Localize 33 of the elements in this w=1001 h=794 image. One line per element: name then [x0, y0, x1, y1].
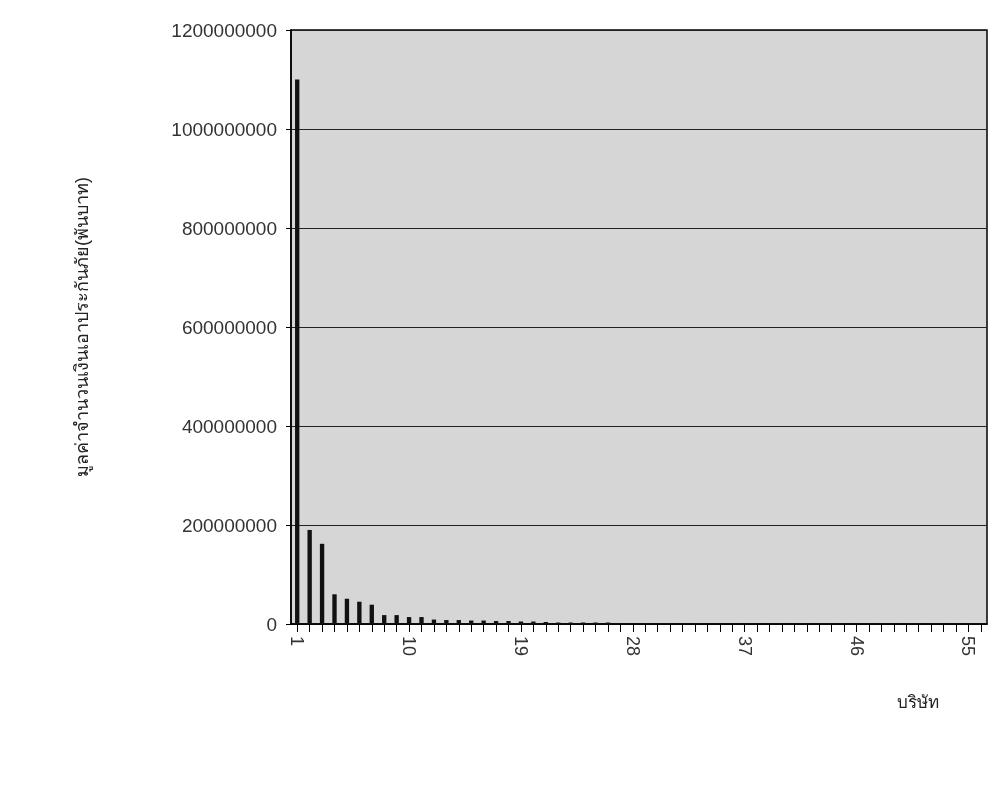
y-tick-label: 1200000000	[171, 19, 277, 41]
x-tick-label: 37	[734, 636, 755, 657]
bar	[369, 604, 374, 624]
bar	[419, 617, 424, 624]
x-tick-label: 55	[958, 636, 979, 657]
x-axis-title: บริษัท	[897, 693, 939, 712]
bar	[357, 601, 362, 624]
bar	[481, 620, 486, 624]
bar	[444, 620, 449, 624]
bar	[295, 79, 300, 624]
y-tick-label: 200000000	[181, 514, 277, 536]
bar	[382, 615, 387, 624]
y-axis-title: มูลค่าจำนวนเงินเอาประกันภัย(พันบาท)	[72, 177, 93, 477]
bar	[394, 615, 399, 624]
bar	[319, 543, 325, 624]
bar	[493, 621, 499, 624]
x-tick-label: 46	[846, 636, 867, 657]
bar	[531, 621, 536, 624]
x-tick-label: 19	[510, 636, 531, 657]
y-tick-label: 800000000	[181, 217, 277, 239]
bar	[307, 529, 312, 624]
bar	[456, 620, 461, 624]
x-tick-label: 1	[287, 636, 308, 647]
bar	[506, 621, 511, 624]
bar	[332, 594, 337, 624]
bar	[344, 598, 350, 624]
x-tick-label: 28	[622, 636, 643, 657]
y-tick-label: 400000000	[181, 415, 277, 437]
x-tick-label: 10	[399, 636, 420, 657]
y-tick-label: 1000000000	[171, 118, 277, 140]
y-tick-label: 600000000	[181, 316, 277, 338]
y-tick-label: 0	[266, 613, 277, 635]
bar	[406, 617, 412, 624]
